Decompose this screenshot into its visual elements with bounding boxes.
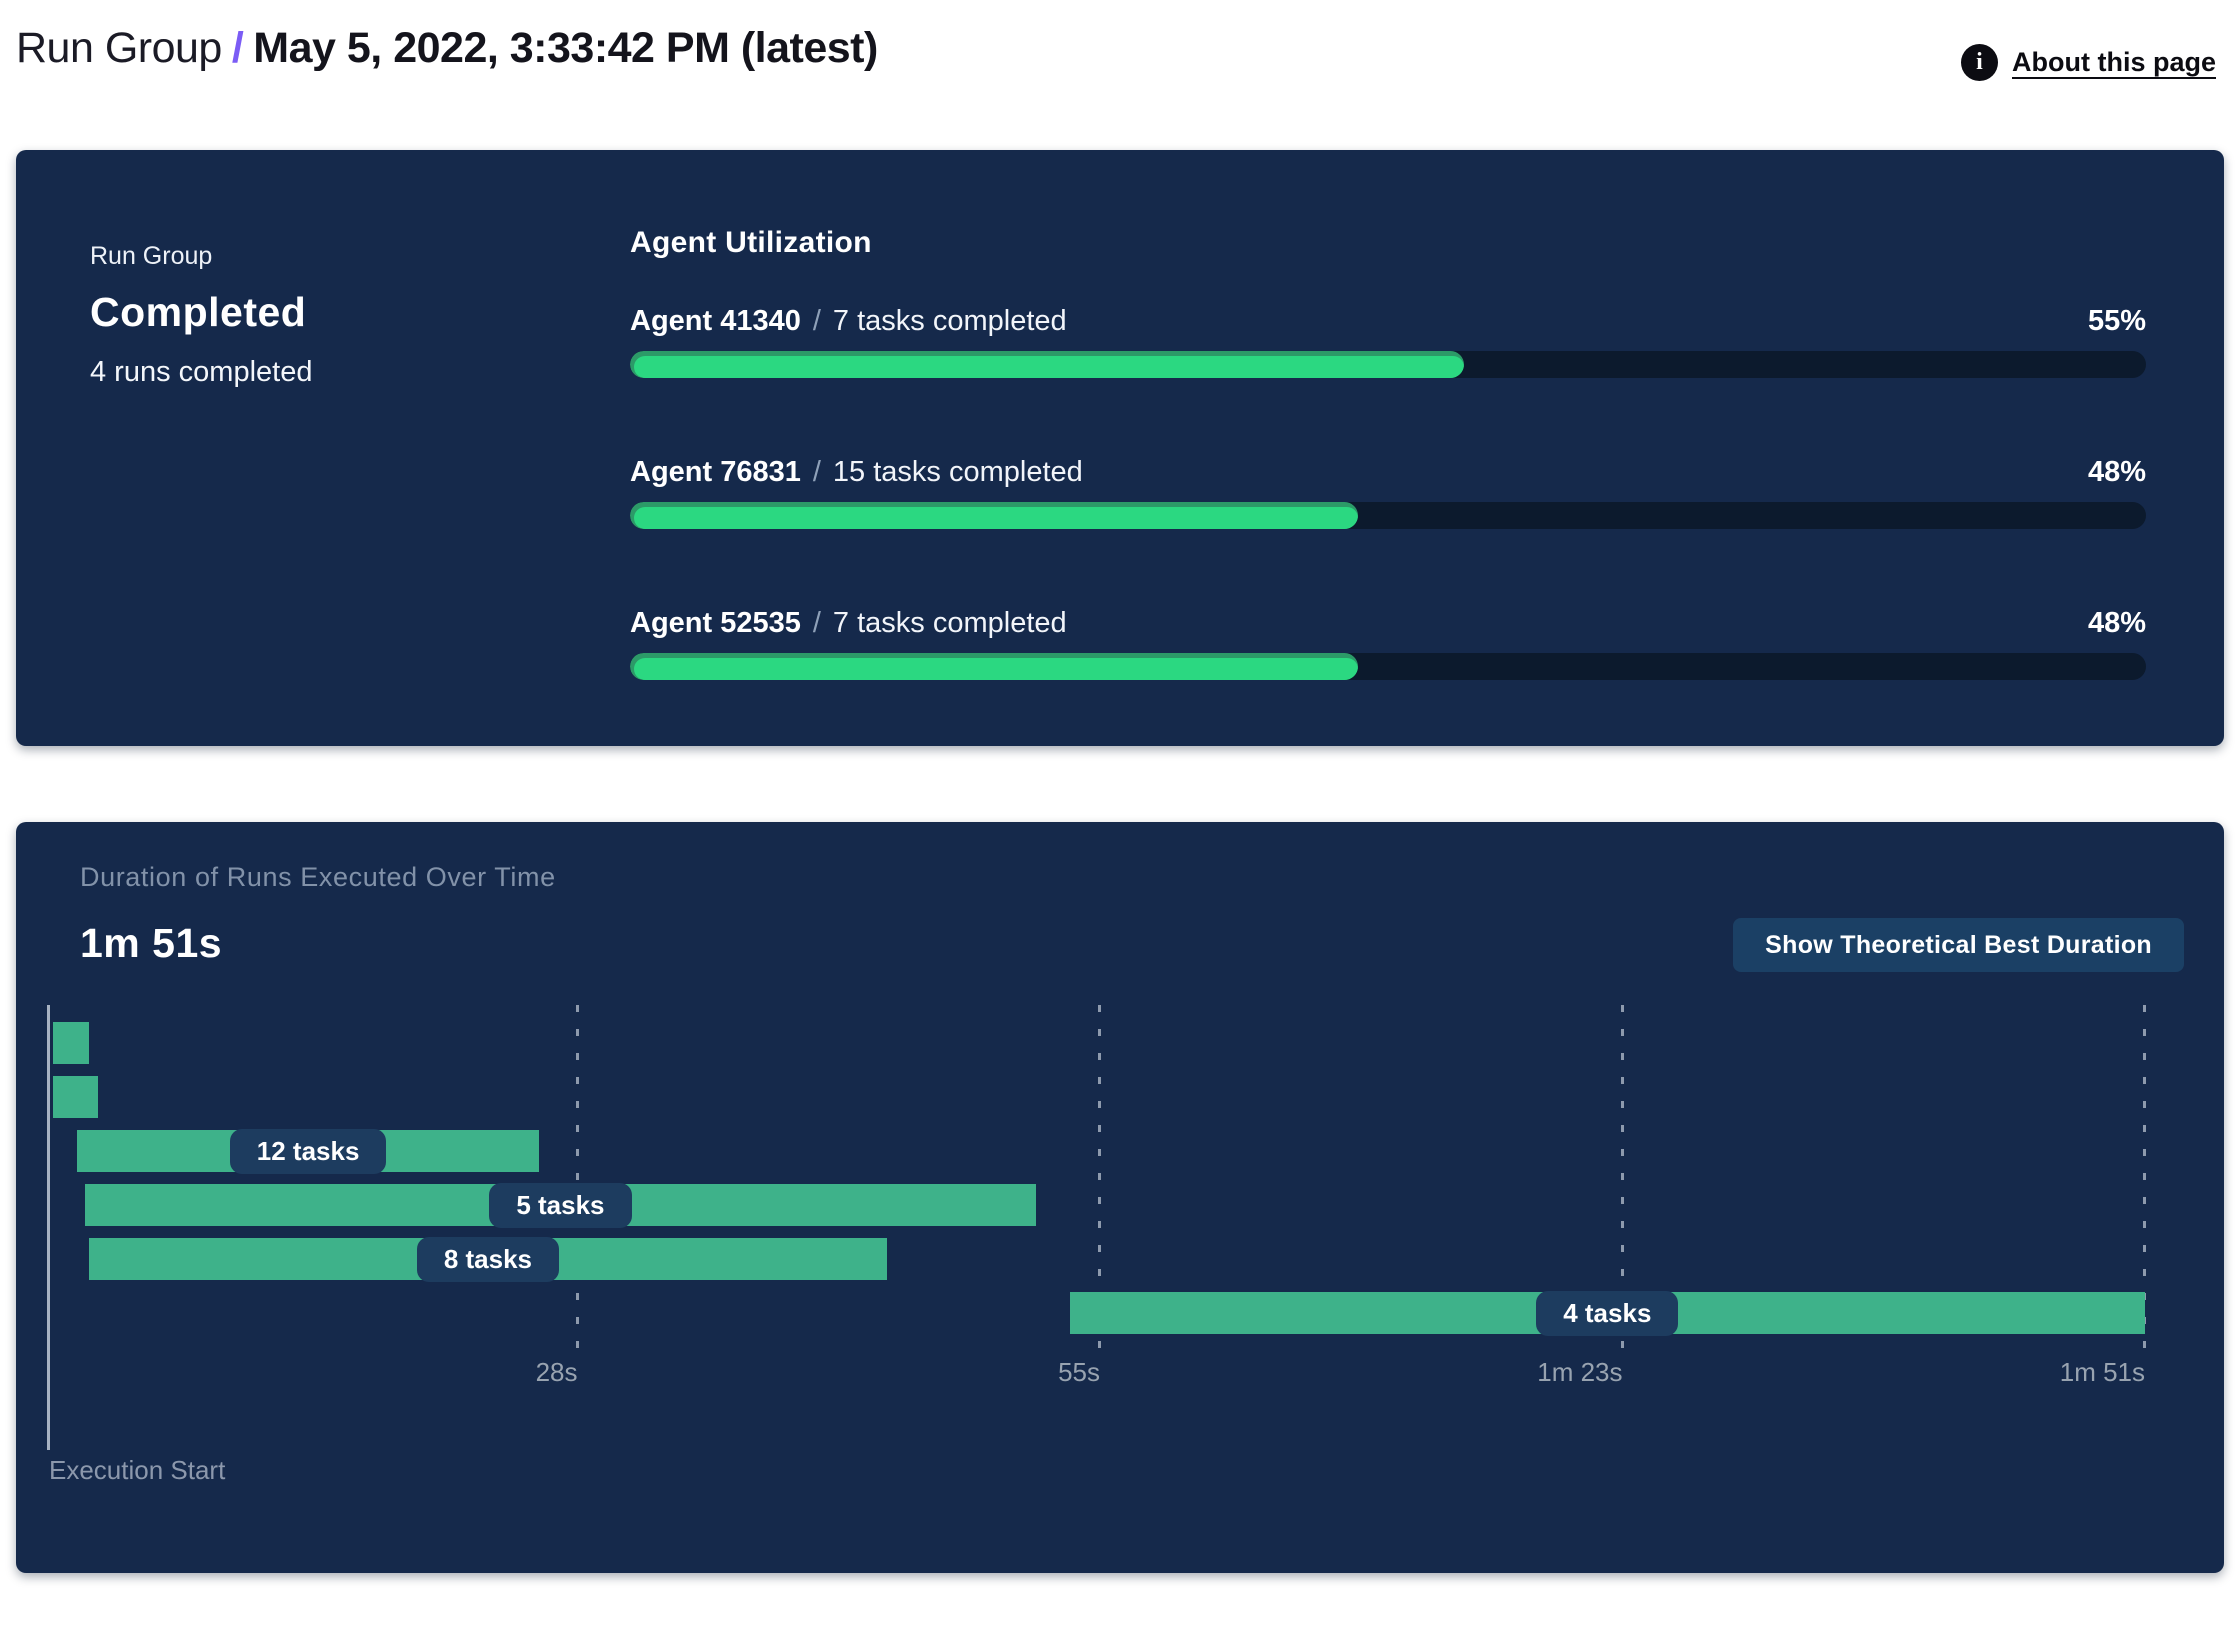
agent-utilization-fill-highlight: [634, 507, 1358, 529]
agent-utilization-percent: 48%: [2087, 607, 2146, 639]
breadcrumb-run-group[interactable]: Run Group: [16, 24, 222, 72]
about-link-label: About this page: [2012, 47, 2216, 77]
agent-utilization-track: [630, 502, 2146, 529]
agent-utilization-percent: 48%: [2087, 456, 2146, 488]
gantt-run-task-count: 8 tasks: [416, 1236, 560, 1282]
agent-utilization-fill-highlight: [634, 356, 1464, 378]
run-group-label: Run Group: [90, 242, 213, 270]
gantt-run-task-count: 4 tasks: [1536, 1290, 1679, 1336]
gantt-run-bar[interactable]: [53, 1022, 89, 1064]
gantt-run-bar[interactable]: 4 tasks: [1069, 1290, 2145, 1336]
breadcrumb-separator: /: [231, 24, 244, 72]
agent-name: Agent 41340: [630, 305, 801, 337]
agent-label: Agent 41340 / 7 tasks completed: [630, 305, 1067, 338]
agent-name: Agent 52535: [630, 607, 801, 639]
agent-label: Agent 52535 / 7 tasks completed: [630, 607, 1067, 640]
agent-tasks-completed: 15 tasks completed: [832, 456, 1083, 488]
agent-utilization-fill: [630, 653, 1358, 680]
show-theoretical-best-duration-button[interactable]: Show Theoretical Best Duration: [1733, 918, 2184, 972]
run-group-summary-panel: Run Group Completed 4 runs completed Age…: [16, 150, 2224, 746]
gantt-plot: 28s 55s 1m 23s 1m 51s 12 tasks 5 tasks 8 tasks…: [47, 1005, 2214, 1525]
agent-utilization-fill: [630, 351, 1464, 378]
agent-utilization-percent: 55%: [2087, 305, 2146, 337]
gantt-run-task-count: 5 tasks: [489, 1182, 632, 1228]
gantt-tick-label: 28s: [535, 1357, 578, 1387]
gantt-gridline: [1620, 1005, 1624, 1352]
agent-utilization-heading: Agent Utilization: [630, 226, 872, 259]
gantt-run-bar[interactable]: 5 tasks: [85, 1182, 1036, 1228]
agent-separator: /: [812, 607, 821, 639]
gantt-run-bar[interactable]: 12 tasks: [77, 1128, 539, 1174]
total-duration: 1m 51s: [80, 920, 223, 966]
gantt-gridline: [575, 1005, 579, 1352]
agent-separator: /: [812, 456, 821, 488]
agent-label: Agent 76831 / 15 tasks completed: [630, 456, 1083, 489]
gantt-tick-label: 1m 51s: [2059, 1357, 2145, 1387]
execution-start-label: Execution Start: [49, 1455, 226, 1485]
about-this-page-link[interactable]: i About this page: [1961, 44, 2216, 81]
gantt-tick-label: 1m 23s: [1537, 1357, 1623, 1387]
run-group-status: Completed: [90, 289, 307, 335]
gantt-chart: 28s 55s 1m 23s 1m 51s 12 tasks 5 tasks 8 tasks…: [47, 1005, 2214, 1525]
agent-utilization-track: [630, 351, 2146, 378]
duration-chart-title: Duration of Runs Executed Over Time: [80, 862, 556, 892]
info-icon: i: [1961, 44, 1998, 81]
duration-panel: Duration of Runs Executed Over Time 1m 5…: [16, 822, 2224, 1573]
agent-tasks-completed: 7 tasks completed: [832, 607, 1067, 639]
gantt-gridline: [1098, 1005, 1101, 1352]
runs-completed-count: 4 runs completed: [90, 356, 313, 388]
agent-name: Agent 76831: [630, 456, 801, 488]
page-header: Run Group / May 5, 2022, 3:33:42 PM (lates…: [0, 0, 2240, 150]
agent-utilization-track: [630, 653, 2146, 680]
run-group-status-block: Run Group Completed 4 runs completed: [90, 238, 630, 746]
gantt-tick-label: 55s: [1058, 1357, 1100, 1387]
agent-utilization-section: Agent Utilization Agent 41340 / 7 tasks co…: [630, 226, 2146, 746]
gantt-run-bar[interactable]: 8 tasks: [88, 1236, 888, 1282]
agent-utilization-fill: [630, 502, 1358, 529]
breadcrumb: Run Group / May 5, 2022, 3:33:42 PM (lates…: [16, 16, 878, 73]
gantt-run-bar[interactable]: [53, 1076, 99, 1118]
agent-tasks-completed: 7 tasks completed: [832, 305, 1067, 337]
page-title: May 5, 2022, 3:33:42 PM (latest): [253, 24, 878, 72]
agent-utilization-row: Agent 76831 / 15 tasks completed 48%: [630, 456, 2146, 529]
agent-separator: /: [812, 305, 821, 337]
gantt-run-task-count: 12 tasks: [229, 1128, 387, 1174]
agent-utilization-row: Agent 52535 / 7 tasks completed 48%: [630, 607, 2146, 680]
agent-utilization-fill-highlight: [634, 658, 1358, 680]
agent-utilization-row: Agent 41340 / 7 tasks completed 55%: [630, 305, 2146, 378]
gantt-gridline: [2143, 1005, 2146, 1352]
execution-start-axis-line: [47, 1005, 50, 1450]
